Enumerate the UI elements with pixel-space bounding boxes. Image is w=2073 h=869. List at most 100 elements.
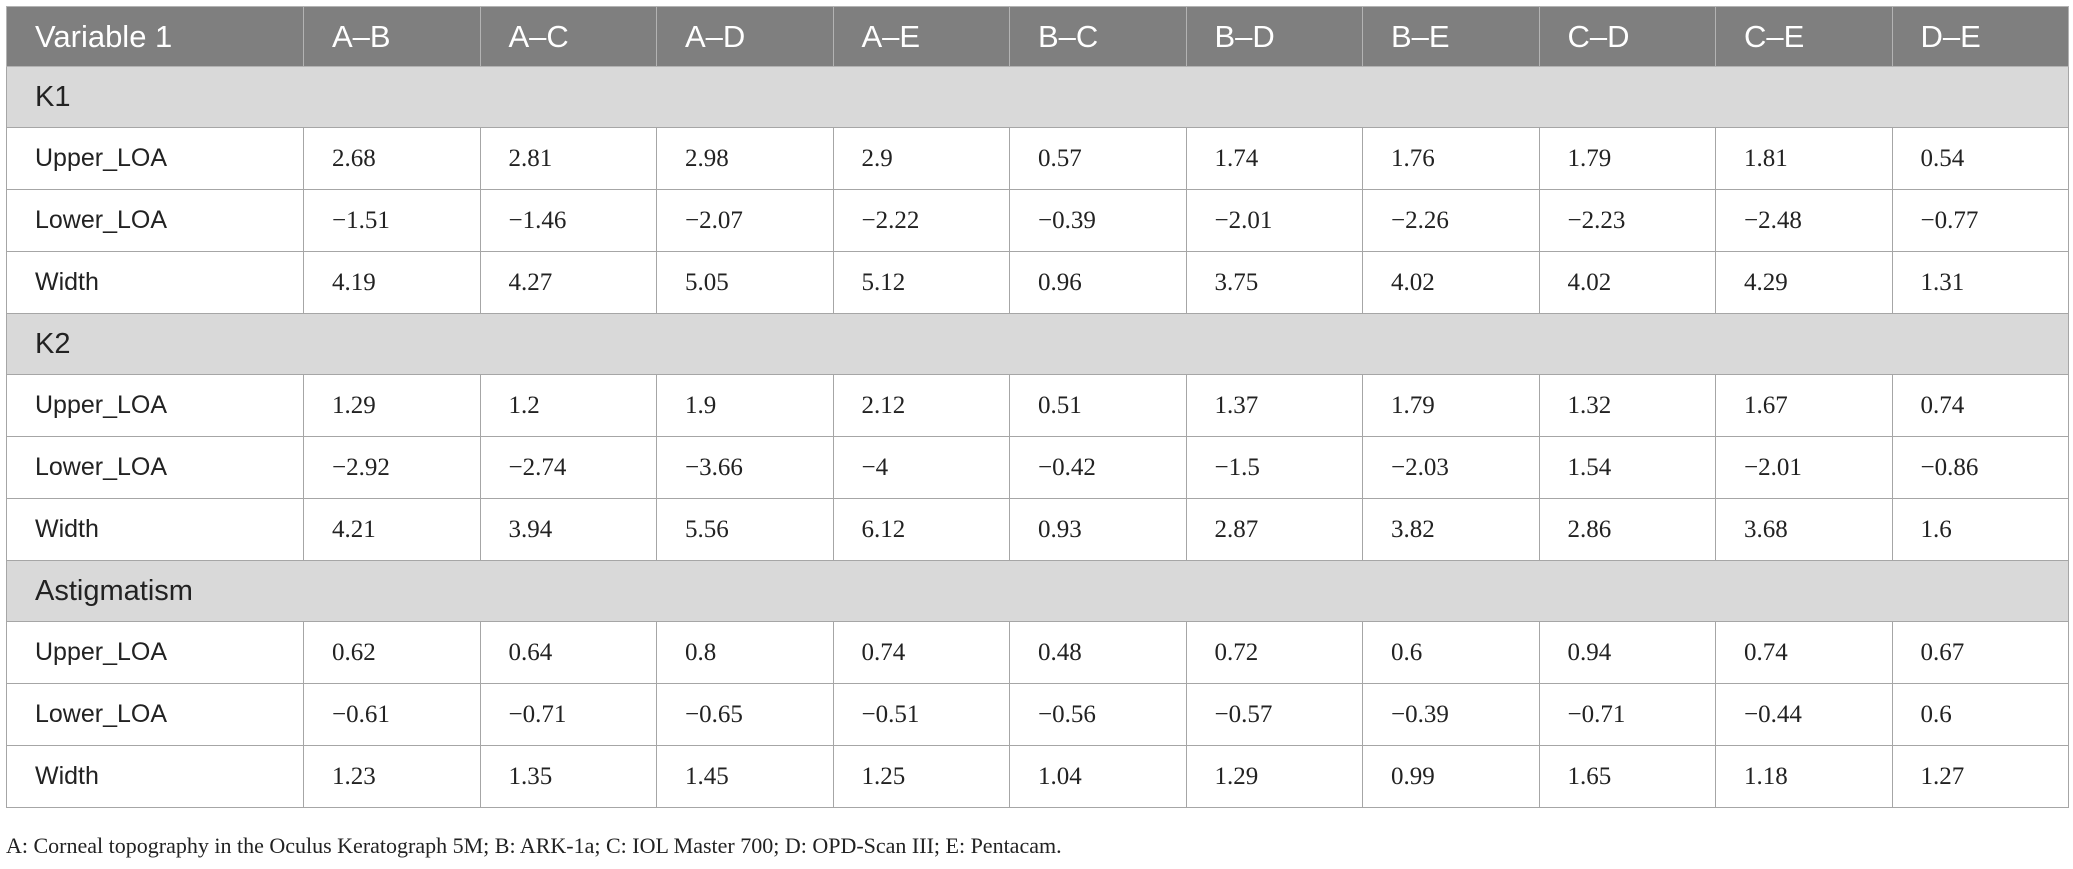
table-cell: 1.54	[1538, 436, 1716, 499]
data-table: Variable 1 A–B A–C A–D A–E B–C B–D B–E C–D C–E D–E…	[6, 6, 2069, 808]
table-cell: 1.31	[1891, 251, 2069, 314]
table-cell: 0.6	[1891, 683, 2069, 746]
section-title: K1	[6, 66, 2069, 128]
table-cell: −0.57	[1185, 683, 1363, 746]
table-cell: −0.61	[303, 683, 481, 746]
table-cell: 4.02	[1362, 251, 1540, 314]
header-pair: A–E	[832, 6, 1010, 67]
table-cell: −2.92	[303, 436, 481, 499]
table-cell: −2.01	[1185, 189, 1363, 252]
table-cell: 1.6	[1891, 498, 2069, 561]
table-cell: −0.39	[1362, 683, 1540, 746]
table-cell: 1.9	[656, 374, 834, 437]
section-row: K1	[6, 66, 2069, 128]
table-row: Upper_LOA 0.62 0.64 0.8 0.74 0.48 0.72 0.6 0.94 0…	[6, 621, 2069, 684]
table-cell: −2.01	[1715, 436, 1893, 499]
header-pair: D–E	[1891, 6, 2069, 67]
table-cell: −2.26	[1362, 189, 1540, 252]
section-row: Astigmatism	[6, 560, 2069, 622]
table-cell: 4.29	[1715, 251, 1893, 314]
section-title: K2	[6, 313, 2069, 375]
row-label: Lower_LOA	[6, 683, 304, 746]
table-cell: 1.35	[479, 745, 657, 808]
table-cell: 1.27	[1891, 745, 2069, 808]
table-cell: 1.67	[1715, 374, 1893, 437]
table-cell: 0.96	[1009, 251, 1187, 314]
table-cell: 1.32	[1538, 374, 1716, 437]
header-pair: B–C	[1009, 6, 1187, 67]
table-cell: 4.02	[1538, 251, 1716, 314]
table-cell: 3.75	[1185, 251, 1363, 314]
header-pair: C–E	[1715, 6, 1893, 67]
table-row: Width 1.23 1.35 1.45 1.25 1.04 1.29 0.99 1.65 1.1…	[6, 745, 2069, 808]
header-pair: B–D	[1185, 6, 1363, 67]
table-cell: 6.12	[832, 498, 1010, 561]
table-cell: 0.94	[1538, 621, 1716, 684]
table-cell: 0.6	[1362, 621, 1540, 684]
table-cell: 4.27	[479, 251, 657, 314]
table-cell: −0.86	[1891, 436, 2069, 499]
header-pair: C–D	[1538, 6, 1716, 67]
row-label: Upper_LOA	[6, 374, 304, 437]
table-cell: −1.5	[1185, 436, 1363, 499]
table-cell: 1.29	[1185, 745, 1363, 808]
table-cell: 4.21	[303, 498, 481, 561]
table-cell: 3.68	[1715, 498, 1893, 561]
table-cell: −1.51	[303, 189, 481, 252]
table-cell: −3.66	[656, 436, 834, 499]
table-cell: −0.42	[1009, 436, 1187, 499]
table-row: Upper_LOA 1.29 1.2 1.9 2.12 0.51 1.37 1.79 1.32 1…	[6, 374, 2069, 437]
table-cell: 1.37	[1185, 374, 1363, 437]
table-cell: −0.51	[832, 683, 1010, 746]
table-cell: 2.87	[1185, 498, 1363, 561]
table-cell: 1.45	[656, 745, 834, 808]
data-table-container: Variable 1 A–B A–C A–D A–E B–C B–D B–E C–D C–E D–E…	[6, 6, 2069, 808]
table-row: Width 4.19 4.27 5.05 5.12 0.96 3.75 4.02 4.02 4.2…	[6, 251, 2069, 314]
table-cell: 4.19	[303, 251, 481, 314]
table-cell: 2.98	[656, 127, 834, 190]
table-cell: −0.71	[1538, 683, 1716, 746]
table-row: Lower_LOA −1.51 −1.46 −2.07 −2.22 −0.39 −2.01−…	[6, 189, 2069, 252]
table-cell: 1.74	[1185, 127, 1363, 190]
table-cell: 0.74	[1891, 374, 2069, 437]
header-pair: A–D	[656, 6, 834, 67]
table-cell: 3.82	[1362, 498, 1540, 561]
table-cell: 1.04	[1009, 745, 1187, 808]
table-cell: −1.46	[479, 189, 657, 252]
row-label: Upper_LOA	[6, 621, 304, 684]
header-pair: A–B	[303, 6, 481, 67]
header-pair: B–E	[1362, 6, 1540, 67]
table-cell: 0.99	[1362, 745, 1540, 808]
row-label: Width	[6, 251, 304, 314]
table-cell: 0.57	[1009, 127, 1187, 190]
table-cell: −2.07	[656, 189, 834, 252]
section-row: K2	[6, 313, 2069, 375]
table-cell: −2.03	[1362, 436, 1540, 499]
table-cell: 0.8	[656, 621, 834, 684]
table-cell: 0.72	[1185, 621, 1363, 684]
table-cell: 2.81	[479, 127, 657, 190]
table-cell: 0.48	[1009, 621, 1187, 684]
table-cell: −2.48	[1715, 189, 1893, 252]
table-cell: 1.25	[832, 745, 1010, 808]
table-row: Lower_LOA −0.61 −0.71 −0.65 −0.51 −0.56 −0.57−…	[6, 683, 2069, 746]
table-cell: 1.79	[1538, 127, 1716, 190]
table-cell: 5.56	[656, 498, 834, 561]
table-cell: −0.65	[656, 683, 834, 746]
table-cell: 2.9	[832, 127, 1010, 190]
table-cell: −2.74	[479, 436, 657, 499]
table-cell: 0.51	[1009, 374, 1187, 437]
row-label: Lower_LOA	[6, 436, 304, 499]
table-cell: 0.62	[303, 621, 481, 684]
table-cell: 2.86	[1538, 498, 1716, 561]
header-variable: Variable 1	[6, 6, 304, 67]
row-label: Lower_LOA	[6, 189, 304, 252]
table-cell: 0.93	[1009, 498, 1187, 561]
row-label: Upper_LOA	[6, 127, 304, 190]
table-cell: −0.56	[1009, 683, 1187, 746]
table-cell: −2.23	[1538, 189, 1716, 252]
table-cell: 2.12	[832, 374, 1010, 437]
table-cell: 0.74	[832, 621, 1010, 684]
table-footnote: A: Corneal topography in the Oculus Kera…	[6, 833, 1062, 858]
table-cell: 0.67	[1891, 621, 2069, 684]
